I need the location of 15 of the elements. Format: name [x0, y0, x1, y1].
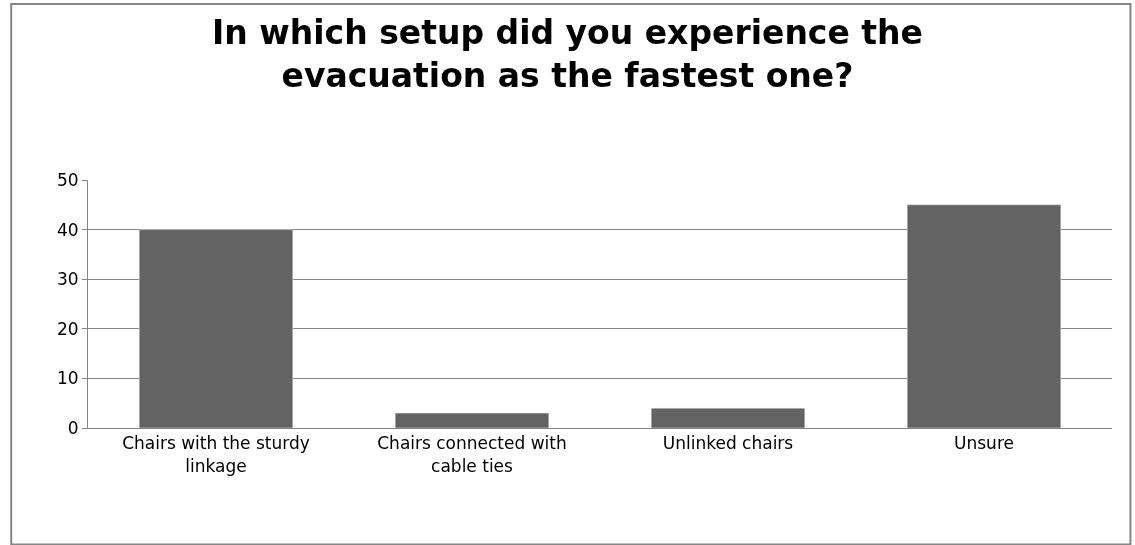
x-tick-label: Unlinked chairs — [662, 433, 794, 454]
bar — [394, 412, 550, 428]
x-tick-label: Chairs with the sturdy linkage — [122, 433, 310, 476]
y-tick-label: 0 — [67, 417, 79, 438]
y-tick-label: 50 — [56, 169, 79, 190]
bar — [906, 204, 1062, 428]
chart-title: In which setup did you experience the evacuation as the fastest one? — [212, 12, 923, 95]
y-tick-label: 10 — [56, 368, 79, 389]
y-tick-label: 30 — [56, 269, 79, 290]
bar — [138, 229, 294, 428]
x-tick-label: Unsure — [954, 433, 1014, 454]
bar — [650, 407, 806, 428]
x-tick-label: Chairs connected with cable ties — [377, 433, 567, 476]
y-tick-label: 20 — [56, 318, 79, 339]
y-tick-label: 40 — [56, 219, 79, 240]
